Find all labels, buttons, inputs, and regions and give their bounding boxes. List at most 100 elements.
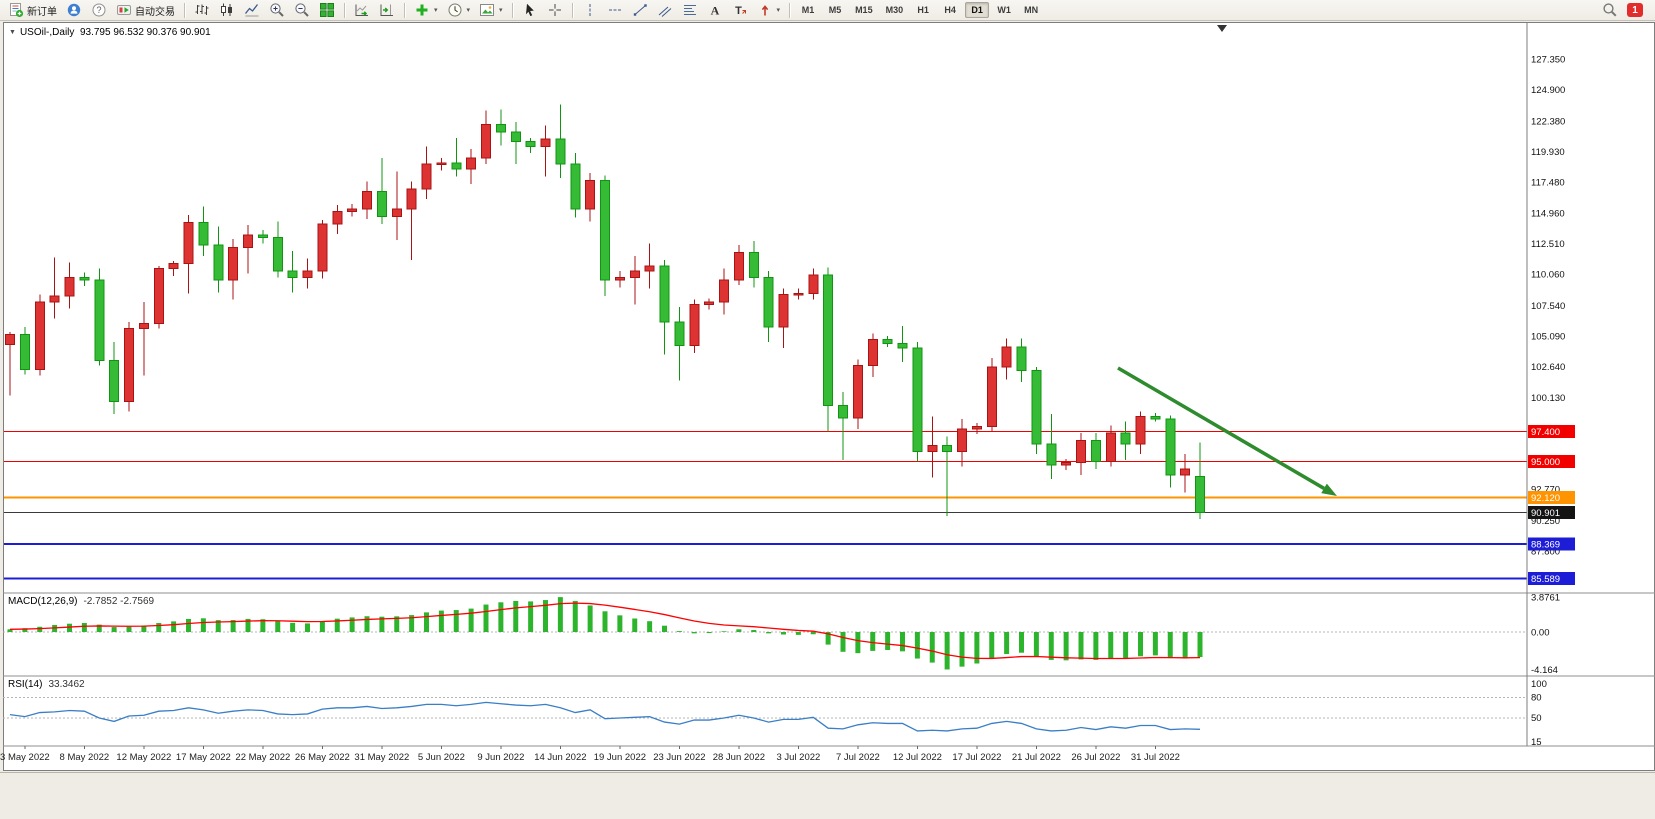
time-axis-label: 23 Jun 2022 xyxy=(653,752,705,763)
rsi-scale-label: 15 xyxy=(1531,737,1542,748)
crosshair-icon xyxy=(547,2,563,18)
time-axis-label: 31 Jul 2022 xyxy=(1131,752,1180,763)
community-icon xyxy=(66,2,82,18)
price-tick-label: 105.090 xyxy=(1531,331,1565,342)
rsi-scale-label: 80 xyxy=(1531,693,1542,704)
time-axis-label: 8 May 2022 xyxy=(60,752,110,763)
candles xyxy=(5,104,1205,519)
price-level-badge xyxy=(1528,490,1575,504)
auto-scroll-button[interactable] xyxy=(350,0,374,20)
indicators-add-dropdown-caret[interactable]: ▾ xyxy=(434,7,438,14)
cursor-button[interactable] xyxy=(518,0,542,20)
time-axis-label: 26 May 2022 xyxy=(295,752,350,763)
price-level-badge xyxy=(1528,425,1575,439)
chart-shift-icon xyxy=(379,2,395,18)
timeframe-w1-button[interactable]: W1 xyxy=(997,5,1011,15)
arrows-icon xyxy=(757,2,773,18)
timeframe-h4-button[interactable]: H4 xyxy=(944,5,956,15)
rsi-scale-label: 50 xyxy=(1531,713,1542,724)
time-axis-label: 7 Jul 2022 xyxy=(836,752,880,763)
price-tick-label: 87.800 xyxy=(1531,547,1560,558)
fibonacci-button[interactable] xyxy=(678,0,702,20)
toolbar: 新订单? 自动交易 ▾ ▾ ▾ A T ▾ M1 M5 M15 M30 H1 H4 D1 W1 MN 1 xyxy=(0,0,1655,21)
templates-dropdown-caret[interactable]: ▾ xyxy=(499,7,503,14)
indicators-add-button[interactable]: ▾ xyxy=(410,0,442,20)
toolbar-separator xyxy=(571,2,573,18)
vertical-line-icon xyxy=(582,2,598,18)
chart-line-button[interactable] xyxy=(240,0,264,20)
one-click-trading-toggle[interactable]: ▼ xyxy=(9,29,16,36)
crosshair-button[interactable] xyxy=(543,0,567,20)
toolbar-right-group: 1 xyxy=(1602,2,1651,18)
price-tick-label: 117.480 xyxy=(1531,177,1565,188)
vertical-line-button[interactable] xyxy=(578,0,602,20)
zoom-out-button[interactable] xyxy=(290,0,314,20)
templates-button[interactable]: ▾ xyxy=(475,0,507,20)
chart-candles-button[interactable] xyxy=(215,0,239,20)
chart-bars-button[interactable] xyxy=(190,0,214,20)
time-axis-label: 31 May 2022 xyxy=(354,752,409,763)
price-scale-area[interactable] xyxy=(1528,23,1655,746)
price-tick-label: 100.130 xyxy=(1531,393,1565,404)
search-icon[interactable] xyxy=(1602,2,1618,18)
price-level-badge xyxy=(1528,537,1575,551)
timeframe-m15-button[interactable]: M15 xyxy=(855,5,873,15)
timeframe-m1-button[interactable]: M1 xyxy=(801,5,815,15)
price-tick-label: 122.380 xyxy=(1531,116,1565,127)
macd-scale-label: -4.164 xyxy=(1531,665,1558,676)
zoom-in-icon xyxy=(269,2,285,18)
price-tick-label: 127.350 xyxy=(1531,55,1565,66)
time-axis-label: 12 Jul 2022 xyxy=(893,752,942,763)
price-tick-label: 90.250 xyxy=(1531,516,1560,527)
arrange-windows-icon xyxy=(319,2,335,18)
timeframe-h1-button[interactable]: H1 xyxy=(917,5,929,15)
text-label-button[interactable]: T xyxy=(728,0,752,20)
periods-button[interactable]: ▾ xyxy=(443,0,475,20)
price-tick-label: 102.640 xyxy=(1531,362,1565,373)
timeframe-m5-button[interactable]: M5 xyxy=(828,5,842,15)
zoom-in-button[interactable] xyxy=(265,0,289,20)
arrows-dropdown-caret[interactable]: ▾ xyxy=(776,7,781,14)
periods-dropdown-caret[interactable]: ▾ xyxy=(466,7,471,14)
symbol-period-label: USOil-,Daily xyxy=(19,27,75,38)
time-scale-area[interactable] xyxy=(3,747,1527,771)
svg-text:?: ? xyxy=(96,5,101,15)
community-button[interactable] xyxy=(62,0,86,20)
trendline-button[interactable] xyxy=(628,0,652,20)
timeframe-mn-button[interactable]: MN xyxy=(1024,5,1039,15)
chart-symbol-header: ▼ USOil-,Daily 93.795 96.532 90.376 90.90… xyxy=(9,27,211,38)
time-axis-label: 12 May 2022 xyxy=(116,752,171,763)
notification-badge[interactable]: 1 xyxy=(1627,3,1643,17)
horizontal-line-button[interactable] xyxy=(603,0,627,20)
chart-shift-marker[interactable] xyxy=(1217,25,1227,32)
price-level-badge-label: 88.369 xyxy=(1531,539,1560,550)
trend-arrow-annotation[interactable] xyxy=(1117,366,1337,496)
time-axis-label: 19 Jun 2022 xyxy=(594,752,646,763)
channel-button[interactable] xyxy=(653,0,677,20)
arrows-button[interactable]: ▾ xyxy=(753,0,785,20)
new-order-label: 新订单 xyxy=(27,6,57,18)
price-level-badge-label: 90.901 xyxy=(1531,508,1560,519)
timeframe-d1-button[interactable]: D1 xyxy=(965,2,990,18)
autotrading-icon xyxy=(116,2,132,18)
arrange-windows-button[interactable] xyxy=(315,0,339,20)
price-level-badge xyxy=(1528,454,1575,468)
toolbar-separator xyxy=(511,2,513,18)
help-button[interactable]: ? xyxy=(87,0,111,20)
text-button[interactable]: A xyxy=(703,0,727,20)
time-axis-label: 3 Jul 2022 xyxy=(776,752,820,763)
chart-shift-button[interactable] xyxy=(375,0,399,20)
new-order-button[interactable]: 新订单 xyxy=(4,0,61,20)
macd-scale-label: 0.00 xyxy=(1531,628,1550,639)
price-level-badge xyxy=(1528,572,1575,586)
price-tick-label: 92.770 xyxy=(1531,485,1560,496)
macd-signal-line xyxy=(9,602,1201,660)
zoom-out-icon xyxy=(294,2,310,18)
autotrading-button[interactable]: 自动交易 xyxy=(112,0,179,20)
price-axis: 127.350 124.900 122.380 119.930 117.480 114.9… xyxy=(1528,55,1575,586)
timeframe-m30-button[interactable]: M30 xyxy=(885,5,904,15)
toolbar-separator xyxy=(344,2,345,18)
auto-scroll-icon xyxy=(354,2,370,18)
svg-text:T: T xyxy=(735,5,742,17)
